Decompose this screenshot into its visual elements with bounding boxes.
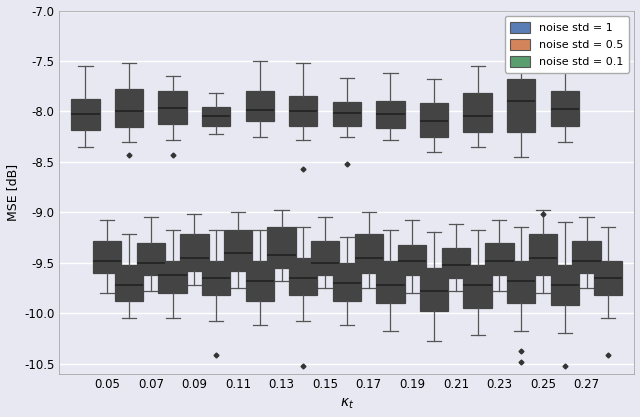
PathPatch shape bbox=[137, 243, 165, 275]
PathPatch shape bbox=[463, 93, 492, 132]
PathPatch shape bbox=[224, 231, 252, 271]
PathPatch shape bbox=[289, 258, 317, 295]
PathPatch shape bbox=[529, 234, 557, 275]
PathPatch shape bbox=[420, 268, 448, 311]
PathPatch shape bbox=[376, 261, 404, 303]
PathPatch shape bbox=[507, 79, 535, 132]
PathPatch shape bbox=[485, 243, 513, 275]
PathPatch shape bbox=[202, 261, 230, 295]
PathPatch shape bbox=[333, 102, 361, 126]
PathPatch shape bbox=[180, 234, 209, 271]
PathPatch shape bbox=[376, 101, 404, 128]
PathPatch shape bbox=[333, 263, 361, 301]
X-axis label: $\kappa_t$: $\kappa_t$ bbox=[340, 397, 354, 412]
PathPatch shape bbox=[594, 261, 623, 295]
PathPatch shape bbox=[202, 107, 230, 126]
PathPatch shape bbox=[550, 91, 579, 126]
Y-axis label: MSE [dB]: MSE [dB] bbox=[6, 163, 19, 221]
PathPatch shape bbox=[463, 265, 492, 308]
PathPatch shape bbox=[311, 241, 339, 275]
PathPatch shape bbox=[71, 99, 100, 130]
PathPatch shape bbox=[115, 89, 143, 126]
PathPatch shape bbox=[398, 244, 426, 275]
PathPatch shape bbox=[420, 103, 448, 137]
PathPatch shape bbox=[289, 96, 317, 126]
PathPatch shape bbox=[550, 265, 579, 305]
PathPatch shape bbox=[572, 241, 601, 273]
PathPatch shape bbox=[159, 261, 187, 293]
PathPatch shape bbox=[115, 265, 143, 301]
PathPatch shape bbox=[442, 248, 470, 278]
PathPatch shape bbox=[507, 261, 535, 303]
PathPatch shape bbox=[268, 227, 296, 268]
PathPatch shape bbox=[93, 241, 122, 273]
Legend: noise std = 1, noise std = 0.5, noise std = 0.1: noise std = 1, noise std = 0.5, noise st… bbox=[504, 16, 629, 73]
PathPatch shape bbox=[246, 91, 274, 121]
PathPatch shape bbox=[159, 91, 187, 123]
PathPatch shape bbox=[355, 234, 383, 273]
PathPatch shape bbox=[246, 261, 274, 301]
